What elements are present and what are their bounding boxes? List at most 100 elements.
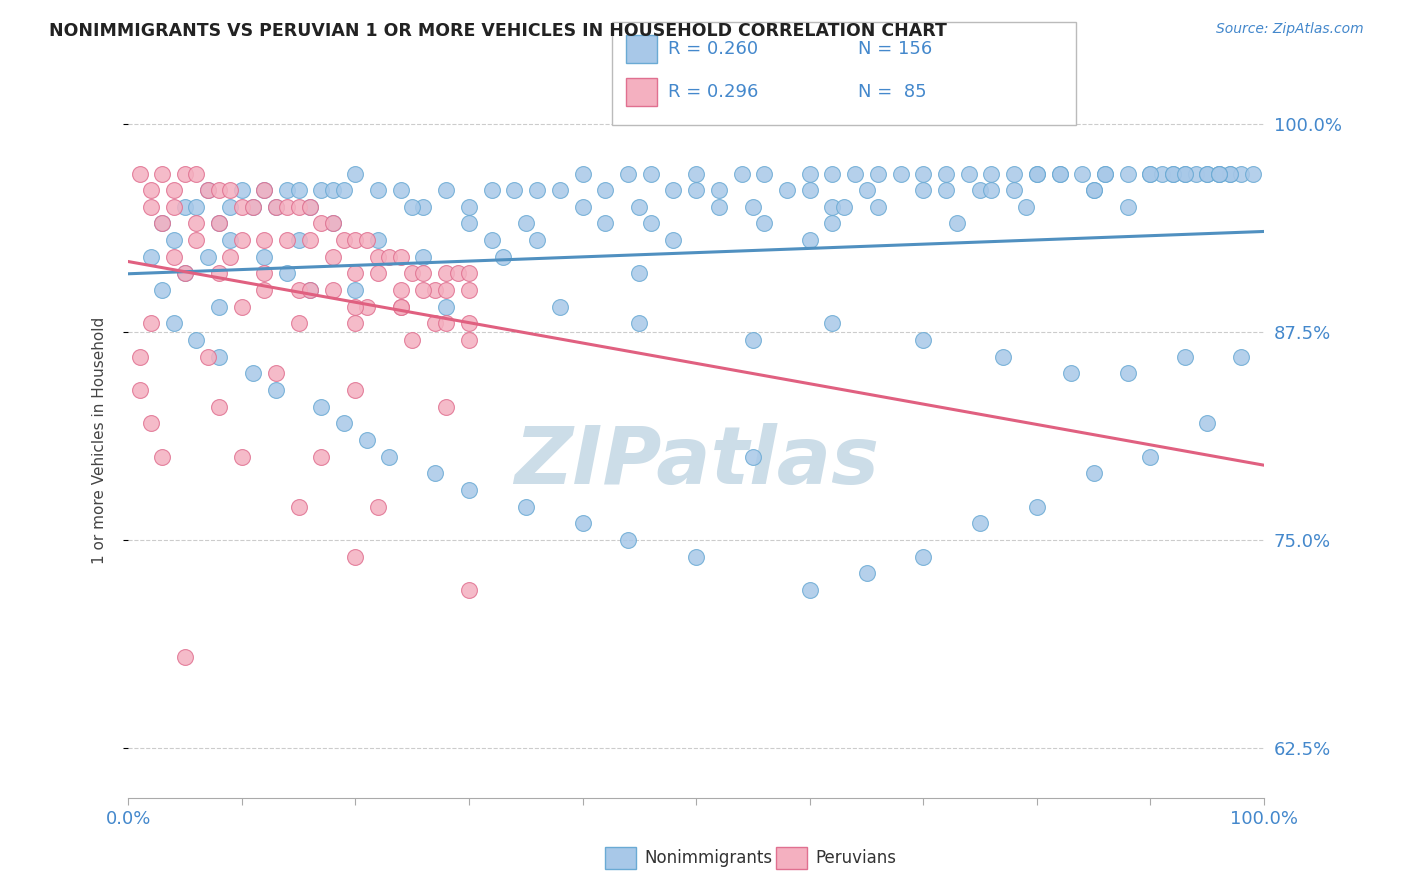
Point bbox=[912, 333, 935, 347]
Point bbox=[298, 200, 321, 214]
Text: N =  85: N = 85 bbox=[858, 83, 927, 101]
Point bbox=[1116, 367, 1139, 381]
Point bbox=[685, 549, 707, 564]
Point bbox=[208, 350, 231, 364]
Point bbox=[628, 200, 651, 214]
Point bbox=[593, 183, 616, 197]
Point bbox=[139, 317, 162, 331]
Point bbox=[423, 317, 446, 331]
Point bbox=[935, 183, 957, 197]
Point bbox=[1173, 167, 1195, 181]
Point bbox=[458, 483, 481, 497]
Point bbox=[1161, 167, 1184, 181]
Point bbox=[389, 183, 412, 197]
Point bbox=[162, 183, 184, 197]
Point bbox=[333, 417, 356, 431]
Point bbox=[367, 500, 389, 514]
Point bbox=[309, 450, 332, 464]
Point bbox=[640, 217, 662, 231]
Point bbox=[208, 217, 231, 231]
Point bbox=[276, 200, 298, 214]
Text: ZIPatlas: ZIPatlas bbox=[513, 423, 879, 500]
Point bbox=[799, 167, 821, 181]
Point bbox=[231, 200, 253, 214]
Point bbox=[1208, 167, 1230, 181]
Point bbox=[401, 333, 423, 347]
Point bbox=[344, 383, 367, 397]
Point bbox=[309, 400, 332, 414]
Point bbox=[980, 167, 1002, 181]
Point bbox=[434, 183, 457, 197]
Text: R = 0.260: R = 0.260 bbox=[668, 40, 758, 58]
Point bbox=[186, 233, 208, 247]
Point bbox=[356, 300, 378, 314]
Point bbox=[855, 566, 877, 581]
Point bbox=[1208, 167, 1230, 181]
Point bbox=[526, 233, 548, 247]
Point bbox=[162, 233, 184, 247]
Point bbox=[492, 250, 515, 264]
Point bbox=[662, 183, 685, 197]
Point bbox=[1116, 200, 1139, 214]
Point bbox=[208, 183, 231, 197]
Point bbox=[219, 233, 242, 247]
Point bbox=[434, 267, 457, 281]
Point bbox=[1219, 167, 1241, 181]
Text: Nonimmigrants: Nonimmigrants bbox=[644, 849, 772, 867]
Point bbox=[412, 250, 434, 264]
Point bbox=[593, 217, 616, 231]
Point bbox=[174, 649, 197, 664]
Point bbox=[401, 200, 423, 214]
Text: N = 156: N = 156 bbox=[858, 40, 932, 58]
Point bbox=[434, 317, 457, 331]
Point bbox=[162, 317, 184, 331]
Point bbox=[162, 250, 184, 264]
Point bbox=[821, 200, 844, 214]
Point bbox=[707, 183, 730, 197]
Point bbox=[287, 183, 309, 197]
Point bbox=[912, 167, 935, 181]
Point bbox=[389, 300, 412, 314]
Point bbox=[617, 533, 640, 547]
Point bbox=[242, 200, 264, 214]
Point bbox=[287, 283, 309, 297]
Point bbox=[912, 183, 935, 197]
Point bbox=[253, 183, 276, 197]
Point bbox=[458, 317, 481, 331]
Point bbox=[628, 317, 651, 331]
Point bbox=[458, 582, 481, 597]
Point bbox=[150, 450, 173, 464]
Point bbox=[515, 217, 537, 231]
Point bbox=[389, 250, 412, 264]
Point bbox=[287, 317, 309, 331]
Point bbox=[253, 283, 276, 297]
Point bbox=[1139, 167, 1161, 181]
Point bbox=[344, 267, 367, 281]
Point bbox=[1197, 417, 1219, 431]
Point bbox=[389, 283, 412, 297]
Point bbox=[832, 200, 855, 214]
Point bbox=[1083, 183, 1105, 197]
Point bbox=[912, 549, 935, 564]
Point bbox=[322, 283, 344, 297]
Point bbox=[458, 217, 481, 231]
Point bbox=[1071, 167, 1094, 181]
Point bbox=[821, 217, 844, 231]
Point bbox=[935, 167, 957, 181]
Point bbox=[446, 267, 468, 281]
Point bbox=[344, 317, 367, 331]
Point bbox=[503, 183, 526, 197]
Point bbox=[1060, 367, 1083, 381]
Point bbox=[197, 183, 219, 197]
Point bbox=[776, 183, 799, 197]
Point bbox=[242, 200, 264, 214]
Point bbox=[799, 233, 821, 247]
Point bbox=[219, 250, 242, 264]
Point bbox=[231, 450, 253, 464]
Point bbox=[1094, 167, 1116, 181]
Text: R = 0.296: R = 0.296 bbox=[668, 83, 758, 101]
Y-axis label: 1 or more Vehicles in Household: 1 or more Vehicles in Household bbox=[93, 317, 107, 564]
Point bbox=[707, 200, 730, 214]
Point bbox=[128, 383, 150, 397]
Point bbox=[1083, 183, 1105, 197]
